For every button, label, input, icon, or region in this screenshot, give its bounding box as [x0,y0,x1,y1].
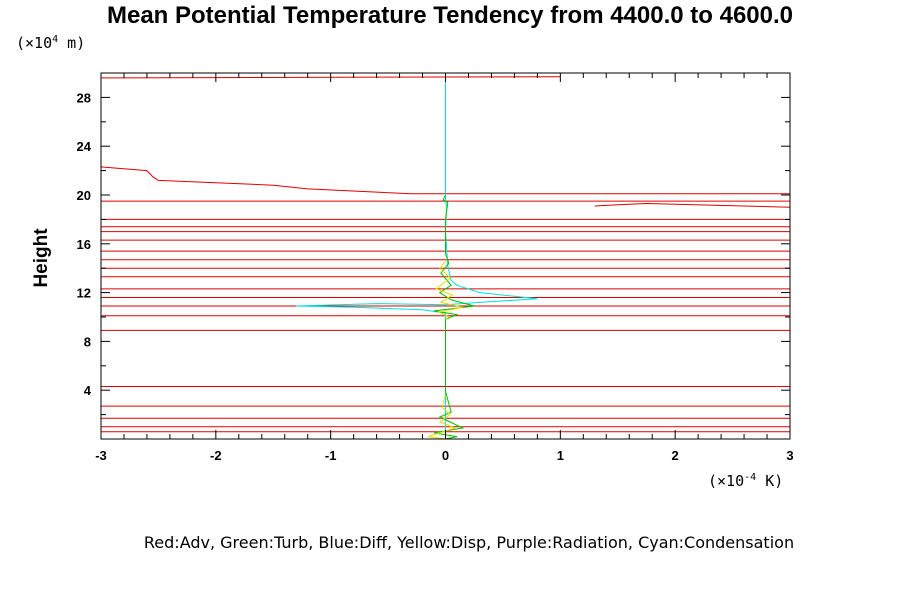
series-turb-line-0 [433,194,475,440]
y-tick-label: 28 [77,90,91,105]
series-layer [100,76,791,440]
series-disp-line-1 [428,394,457,440]
y-unit-prefix: (×10 [16,34,53,52]
y-tick-label: 4 [84,383,92,398]
x-tick-label: -1 [325,448,337,463]
y-tick-label: 24 [77,139,92,154]
chart-title: Mean Potential Temperature Tendency from… [106,2,793,29]
y-axis-unit: (×104 m) [16,34,85,52]
x-tick-label: -2 [210,448,222,463]
y-tick-label: 12 [77,286,91,301]
series-adv-line-3 [594,202,791,208]
x-axis-unit: (×10-4 K) [708,472,783,490]
y-tick-label: 8 [84,334,91,349]
series-adv-line-1 [100,166,790,195]
series-turb [433,194,475,440]
x-unit-suffix: K) [756,472,784,490]
x-tick-label: 3 [786,448,793,463]
y-unit-exponent: 4 [52,34,59,45]
x-tick-label: 1 [557,448,564,463]
y-tick-label: 16 [77,237,91,252]
series-condensation-line-0 [296,76,538,439]
series-disp-line-0 [435,260,463,320]
legend: Red:Adv, Green:Turb, Blue:Diff, Yellow:D… [143,533,795,552]
y-tick-label: 20 [77,188,91,203]
y-unit-suffix: m) [58,34,86,52]
x-unit-exponent: -4 [744,472,757,483]
series-disp [428,260,463,440]
x-unit-prefix: (×10 [708,472,745,490]
series-condensation [296,76,538,439]
x-tick-label: -3 [95,448,107,463]
x-tick-label: 0 [442,448,449,463]
x-tick-label: 2 [672,448,679,463]
